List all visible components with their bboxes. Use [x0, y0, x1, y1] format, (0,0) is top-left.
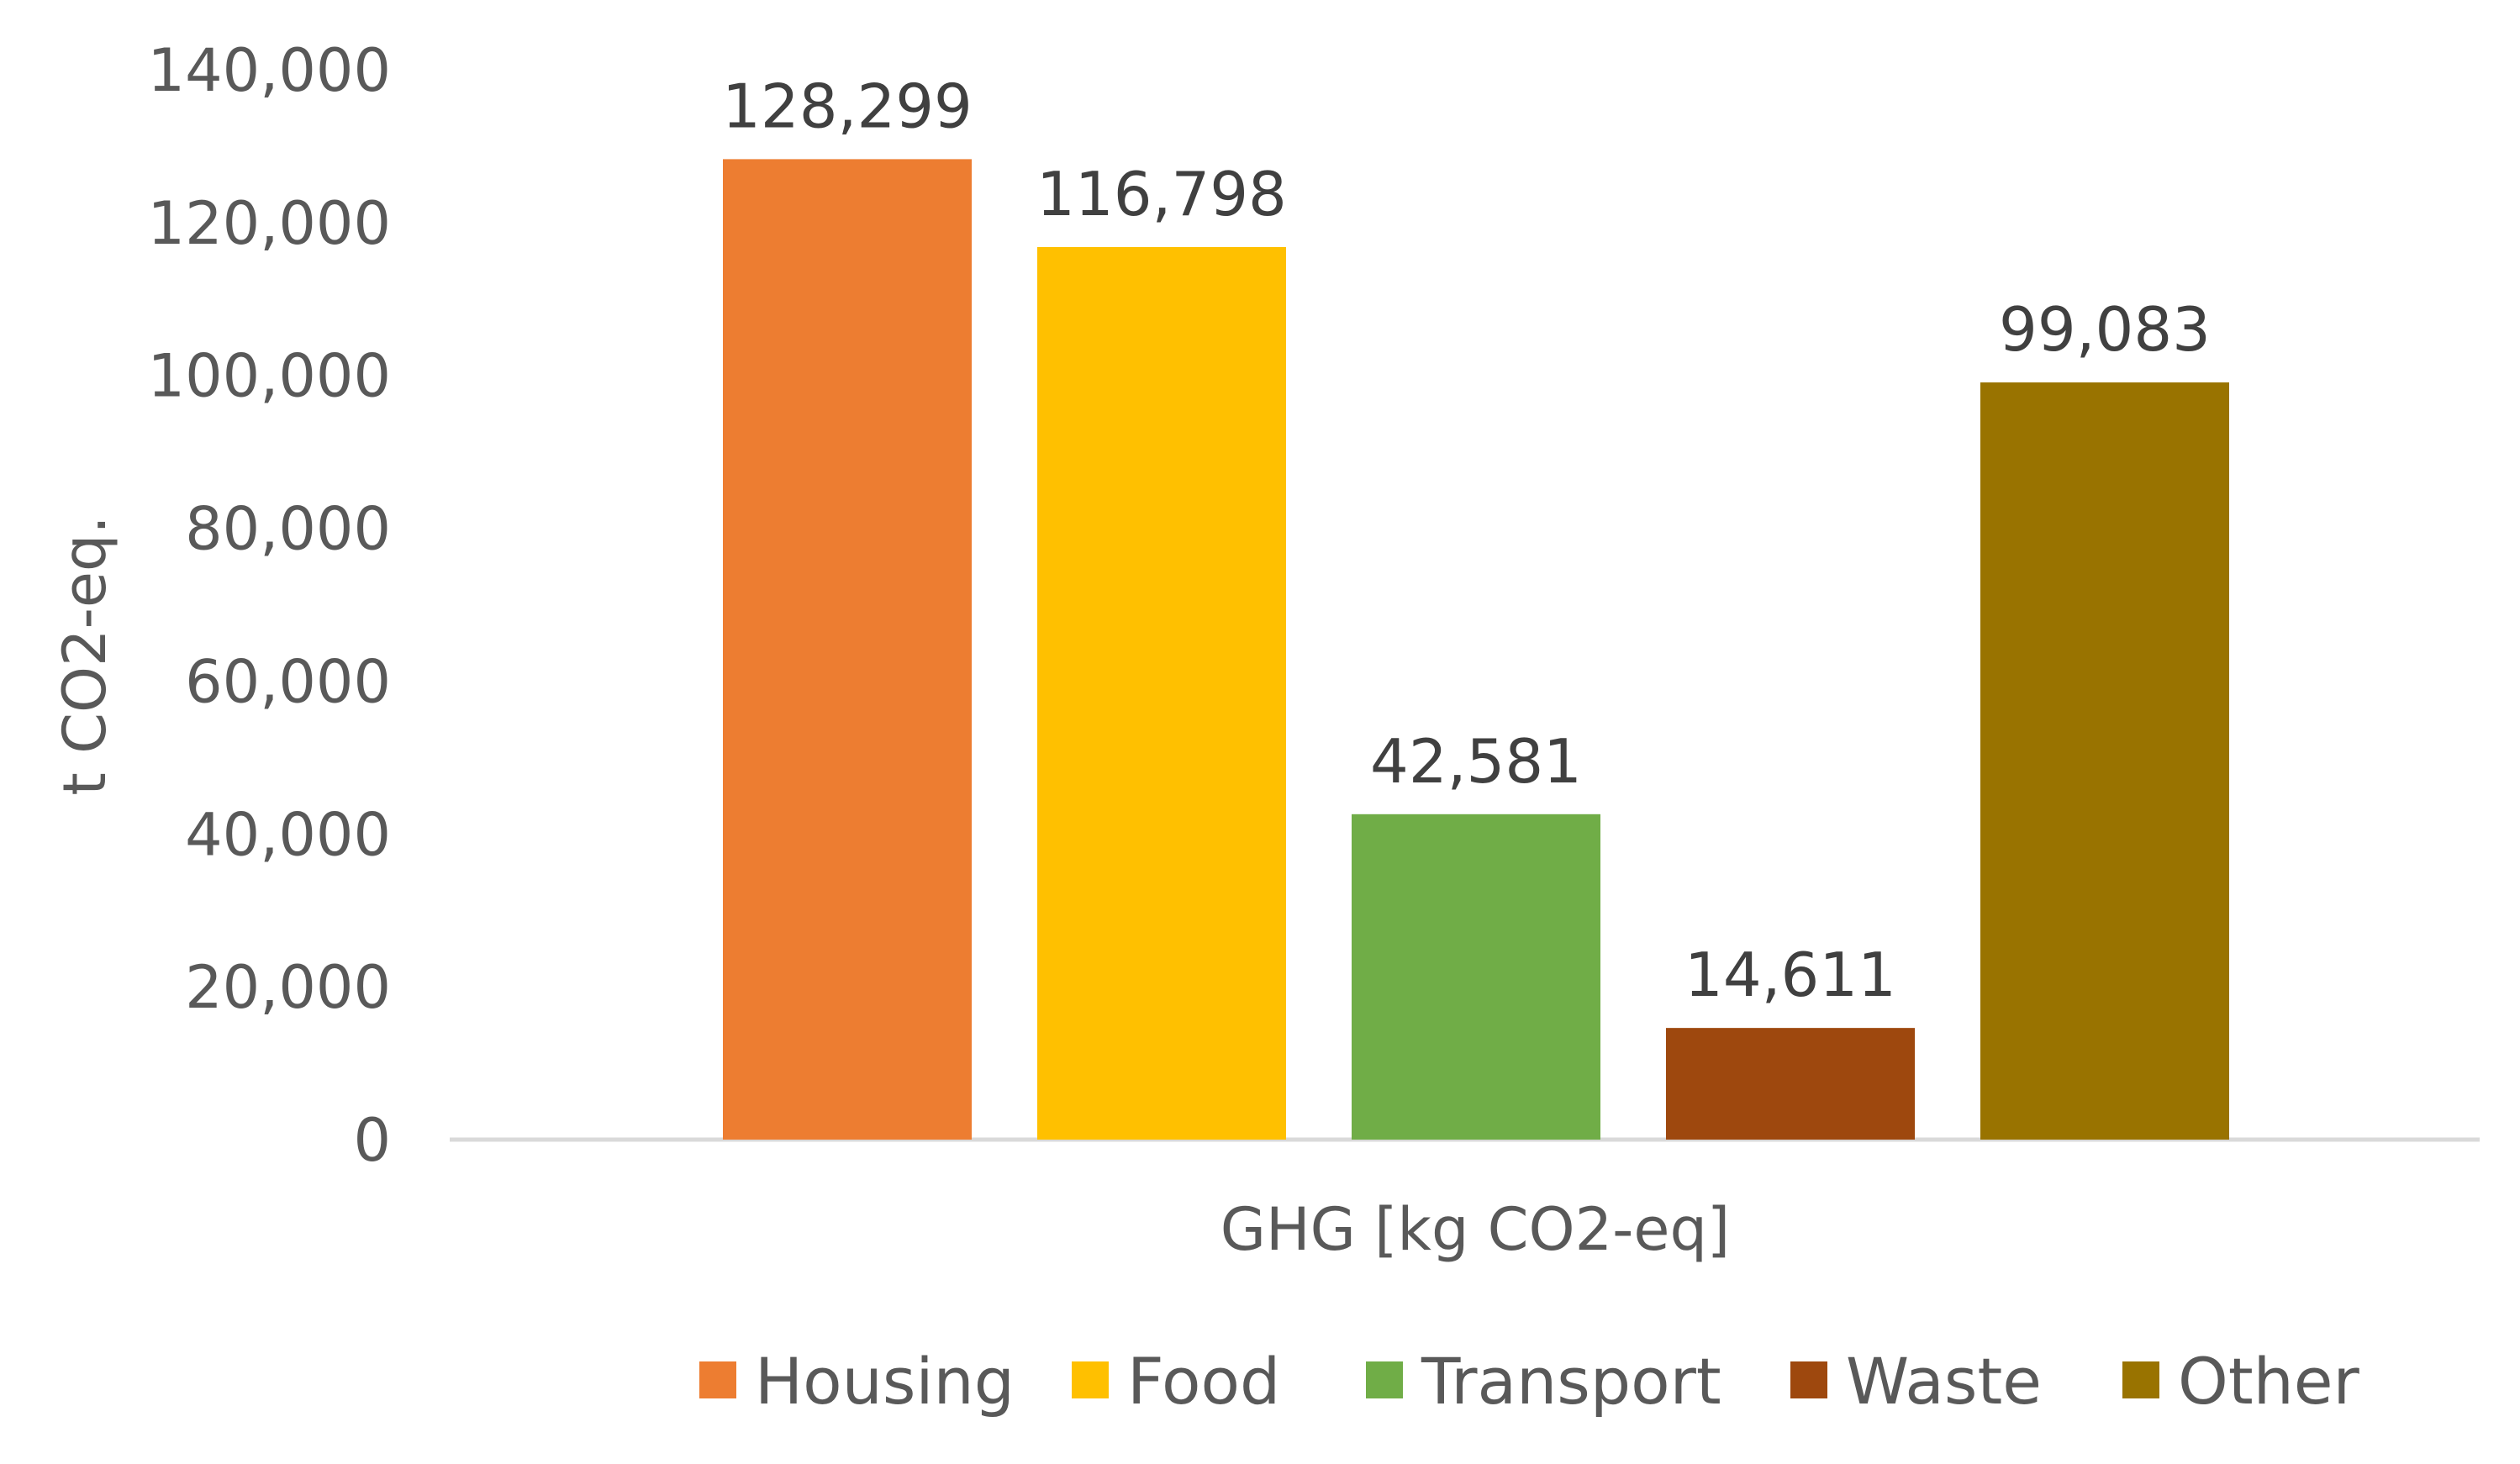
legend-swatch-other [2122, 1361, 2159, 1398]
bar-transport [1352, 814, 1600, 1140]
legend-swatch-housing [699, 1361, 736, 1398]
legend-item-other: Other [2122, 1344, 2360, 1419]
data-label-waste: 14,611 [1684, 940, 1896, 1010]
legend-swatch-waste [1790, 1361, 1827, 1398]
legend-item-food: Food [1072, 1344, 1280, 1419]
legend-label-transport: Transport [1421, 1344, 1721, 1419]
y-tick-label: 0 [353, 1106, 391, 1175]
data-label-other: 99,083 [1999, 294, 2211, 365]
bar-housing [723, 159, 972, 1140]
data-label-food: 116,798 [1036, 159, 1287, 229]
legend: Housing Food Transport Waste Other [699, 1344, 2360, 1419]
data-label-housing: 128,299 [722, 71, 973, 141]
legend-item-transport: Transport [1366, 1344, 1721, 1419]
y-tick-label: 40,000 [185, 800, 391, 869]
legend-label-other: Other [2178, 1344, 2360, 1419]
x-axis-category-label: GHG [kg CO2-eq] [1220, 1195, 1730, 1264]
y-tick-label: 120,000 [148, 189, 391, 258]
y-axis-ticks: 0 20,000 40,000 60,000 80,000 100,000 120,000 1… [148, 36, 391, 1175]
bars [723, 159, 2229, 1140]
legend-label-housing: Housing [755, 1344, 1015, 1419]
y-tick-label: 20,000 [185, 953, 391, 1022]
legend-label-food: Food [1127, 1344, 1280, 1419]
legend-label-waste: Waste [1846, 1344, 2042, 1419]
y-tick-label: 60,000 [185, 647, 391, 716]
y-tick-label: 80,000 [185, 495, 391, 564]
y-tick-label: 100,000 [148, 342, 391, 411]
legend-item-waste: Waste [1790, 1344, 2042, 1419]
bar-waste [1666, 1028, 1915, 1140]
legend-item-housing: Housing [699, 1344, 1015, 1419]
data-label-transport: 42,581 [1370, 726, 1582, 797]
y-axis-title: t CO2-eq. [50, 515, 119, 795]
bar-food [1037, 246, 1286, 1140]
legend-swatch-transport [1366, 1361, 1403, 1398]
bar-other [1980, 382, 2229, 1140]
data-labels: 128,299 116,798 42,581 14,611 99,083 [722, 71, 2211, 1010]
legend-swatch-food [1072, 1361, 1109, 1398]
y-tick-label: 140,000 [148, 36, 391, 105]
